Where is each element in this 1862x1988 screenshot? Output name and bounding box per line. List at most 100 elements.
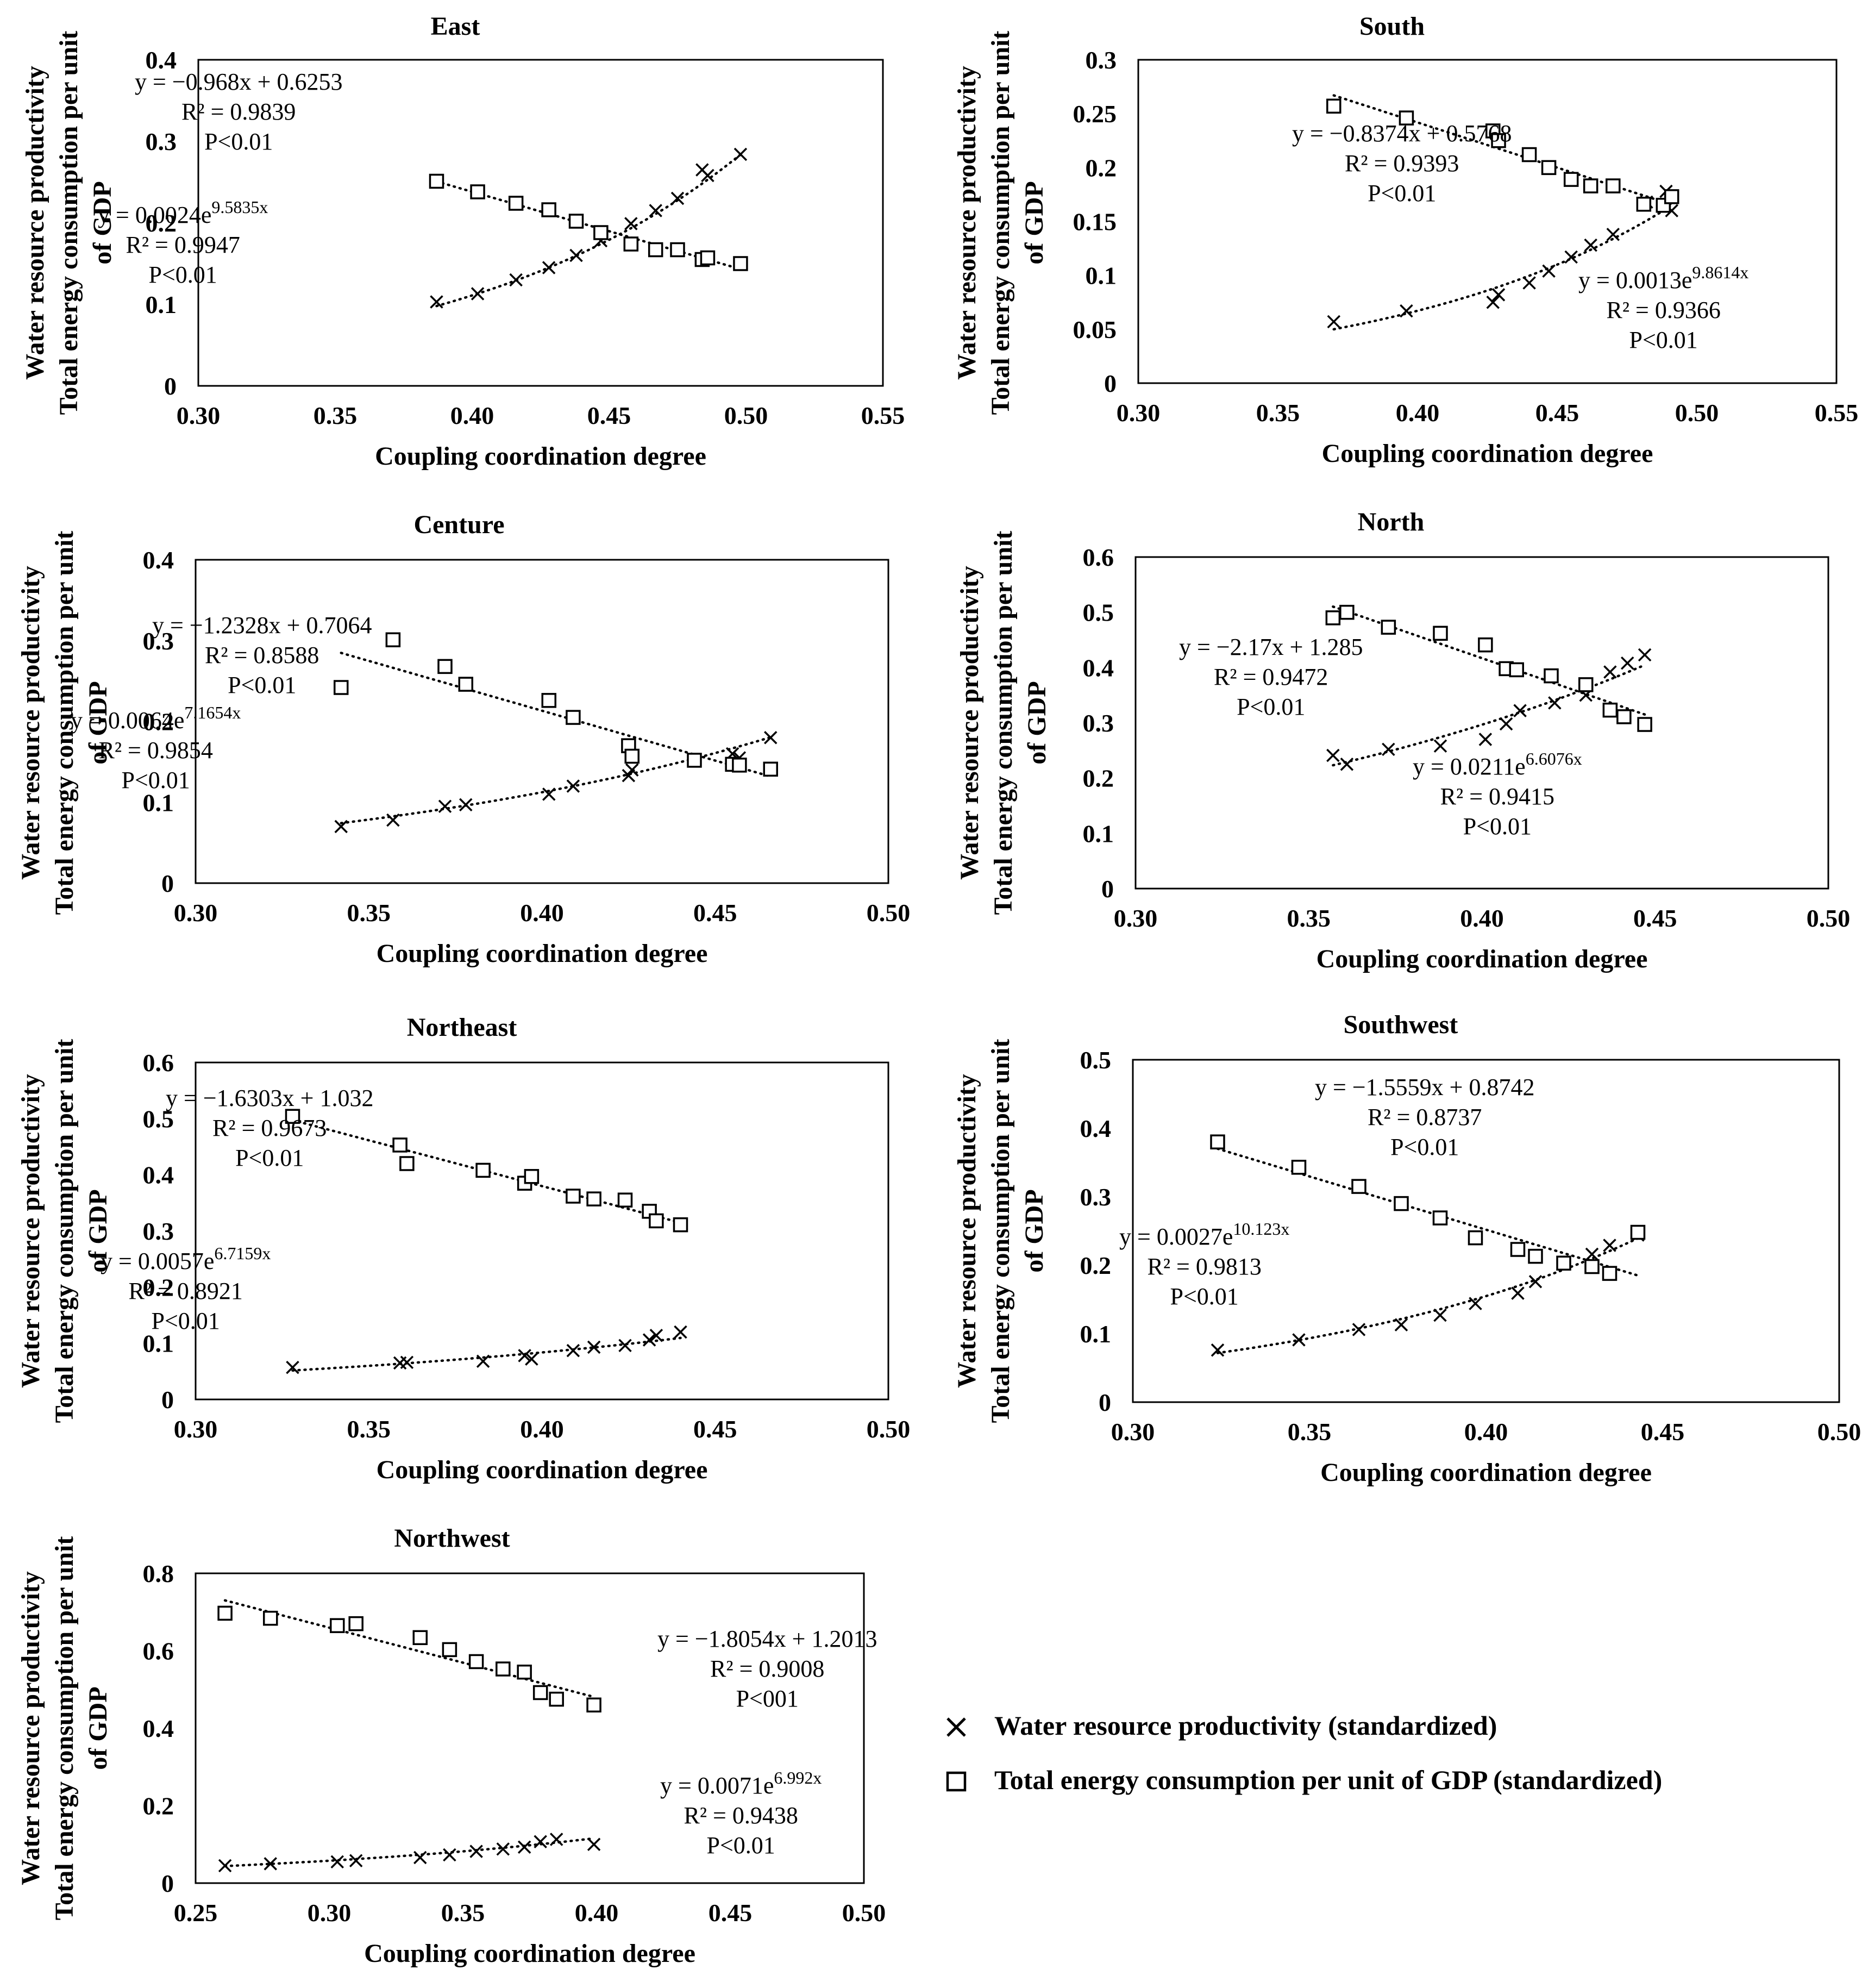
data-point-square [1664,189,1679,204]
chart-title: East [431,12,480,41]
fit-r-squared: R² = 0.8737 [1368,1104,1482,1130]
data-point-x [1511,1286,1525,1300]
x-tick-label: 0.25 [174,1899,218,1927]
data-point-square [399,1156,415,1171]
data-point-square [1478,637,1493,653]
y-tick-label: 0.4 [143,546,174,574]
fit-equation: y = 0.0211e6.6076x [1413,749,1582,780]
x-tick-label: 0.30 [174,899,218,927]
y-tick-label: 0.4 [146,46,177,74]
data-point-x [764,731,778,745]
fit-p-value: P<0.01 [122,767,190,793]
x-axis-label: Coupling coordination degree [1322,439,1653,468]
fit-exponent: 6.6076x [1526,749,1582,768]
fit-equation: y = −2.17x + 1.285 [1179,634,1363,660]
data-point-square [517,1664,532,1680]
data-point-x [1326,748,1340,762]
data-point-x [218,1859,232,1873]
data-point-x [566,1343,580,1358]
data-point-x [1584,238,1597,252]
data-point-square [392,1137,407,1153]
y-tick-label: 0.15 [1073,208,1117,236]
fit-r-squared: R² = 0.9366 [1606,297,1720,323]
trendline [1332,664,1646,767]
data-point-x [1606,228,1620,241]
fit-exponent: 7.1654x [184,703,241,722]
y-tick-label: 0 [161,1386,174,1414]
data-point-x [1491,288,1506,302]
fit-p-value: P<0.01 [707,1832,775,1859]
data-point-square [1351,1179,1366,1194]
data-point-square [1656,198,1671,213]
data-point-square [1583,178,1598,193]
data-point-x [1433,739,1447,753]
y-axis-label: Water resource productivity Total energy … [952,1039,1049,1423]
y-tick-label: 0.3 [1080,1183,1112,1211]
y-tick-label: 0.1 [143,789,174,816]
data-point-x [674,1325,687,1339]
data-point-x [1292,1333,1306,1347]
data-point-x [624,217,638,230]
data-point-square [1326,98,1341,114]
fit-p-value: P<0.01 [1390,1134,1459,1160]
y-tick-label: 0.2 [143,1792,174,1820]
fit-equation: y = 0.0071e6.992x [660,1768,822,1799]
data-point-square [429,173,444,189]
y-tick-label: 0.2 [1080,1252,1112,1279]
x-tick-label: 0.55 [1815,399,1859,427]
y-tick-label: 0 [1104,370,1117,397]
x-tick-label: 0.50 [842,1899,886,1927]
series-energy-consumption [334,632,778,778]
data-point-square [217,1605,233,1621]
data-point-square [1636,197,1652,212]
y-tick-label: 0.2 [143,1273,174,1301]
data-point-x [476,1354,490,1368]
y-axis-label-line: of GDP [1023,681,1051,764]
data-point-x [430,295,443,309]
data-point-square [1602,1266,1618,1281]
x-tick-label: 0.45 [709,1899,753,1927]
x-axis-label: Coupling coordination degree [1316,945,1648,973]
chart-title: South [1359,12,1425,41]
data-point-square [624,748,640,764]
data-point-x [542,261,556,274]
fit-r-squared: R² = 0.8588 [205,642,319,668]
data-point-square [593,225,609,240]
fit-r-squared: R² = 0.9438 [684,1802,798,1829]
x-tick-label: 0.50 [1675,399,1719,427]
chart-south: South 0.30 0.35 0.40 0.45 0.50 0.55 0 0.05 0.1 0.1… [952,12,1858,468]
y-axis-label-line: of GDP [84,1189,112,1272]
x-tick-label: 0.30 [1114,904,1158,932]
x-tick-label: 0.45 [1633,904,1677,932]
data-point-x [1564,250,1578,264]
data-point-x [469,1845,483,1858]
y-axis-label-line: Water resource productivity [16,1571,45,1885]
chart-northeast: Northeast 0.30 0.35 0.40 0.45 0.50 0 0.1 0.2 0.3 0… [16,1013,910,1484]
trendline [223,1599,595,1698]
fit-exponent: 9.5835x [211,197,268,217]
data-point-square [549,1691,564,1707]
data-point-square [566,710,581,725]
x-tick-label: 0.50 [867,899,911,927]
fit-exponent: 9.8614x [1692,262,1748,282]
data-point-square [649,1213,664,1229]
data-point-square [1606,178,1621,193]
data-point-x [1513,704,1527,717]
x-tick-label: 0.45 [587,402,631,429]
data-point-square [468,1654,484,1670]
data-point-square [673,1217,688,1233]
y-tick-label: 0.6 [1083,543,1114,571]
data-point-x [1352,1323,1366,1336]
x-tick-label: 0.40 [1464,1418,1508,1446]
data-point-square [524,1169,540,1184]
data-point-x [1542,264,1556,278]
data-point-square [1616,709,1632,724]
data-point-square [1509,662,1524,678]
fit-equation: y = 0.0024e9.5835x [98,197,268,228]
y-tick-label: 0.1 [143,1330,174,1358]
data-point-square [648,242,663,258]
fit-p-value: P<0.01 [1170,1283,1239,1310]
data-point-square [1433,626,1448,641]
data-point-square [1491,133,1506,148]
data-point-square [733,256,748,271]
